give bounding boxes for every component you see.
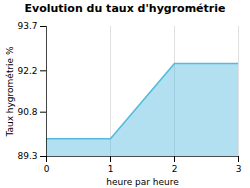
svg-text:2: 2 bbox=[172, 164, 178, 174]
svg-text:heure par heure: heure par heure bbox=[106, 177, 179, 187]
svg-text:93.7: 93.7 bbox=[17, 21, 37, 31]
svg-text:90.8: 90.8 bbox=[17, 107, 37, 117]
svg-text:89.3: 89.3 bbox=[17, 151, 37, 161]
html-text:Evolution du taux d'hygrométri: Evolution du taux d'hygrométrie bbox=[24, 2, 226, 15]
svg-text:1: 1 bbox=[108, 164, 114, 174]
svg-text:92.2: 92.2 bbox=[17, 66, 37, 76]
svg-text:3: 3 bbox=[236, 164, 242, 174]
svg-text:0: 0 bbox=[44, 164, 50, 174]
svg-text:Taux hygrométrie %: Taux hygrométrie % bbox=[5, 46, 15, 138]
